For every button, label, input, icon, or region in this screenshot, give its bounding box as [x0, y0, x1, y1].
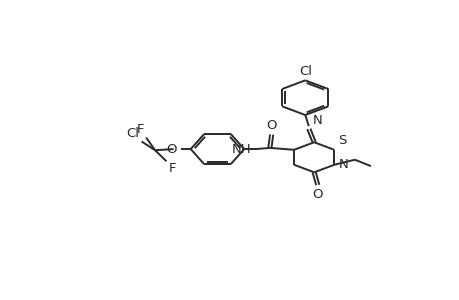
Text: S: S [338, 134, 346, 147]
Text: N: N [338, 158, 347, 171]
Text: Cl: Cl [298, 65, 311, 78]
Text: O: O [166, 142, 177, 156]
Text: O: O [266, 119, 276, 132]
Text: Cl: Cl [127, 127, 140, 140]
Text: O: O [312, 188, 322, 202]
Text: F: F [137, 123, 144, 136]
Text: NH: NH [231, 142, 251, 156]
Text: N: N [312, 114, 321, 127]
Text: F: F [168, 163, 175, 176]
